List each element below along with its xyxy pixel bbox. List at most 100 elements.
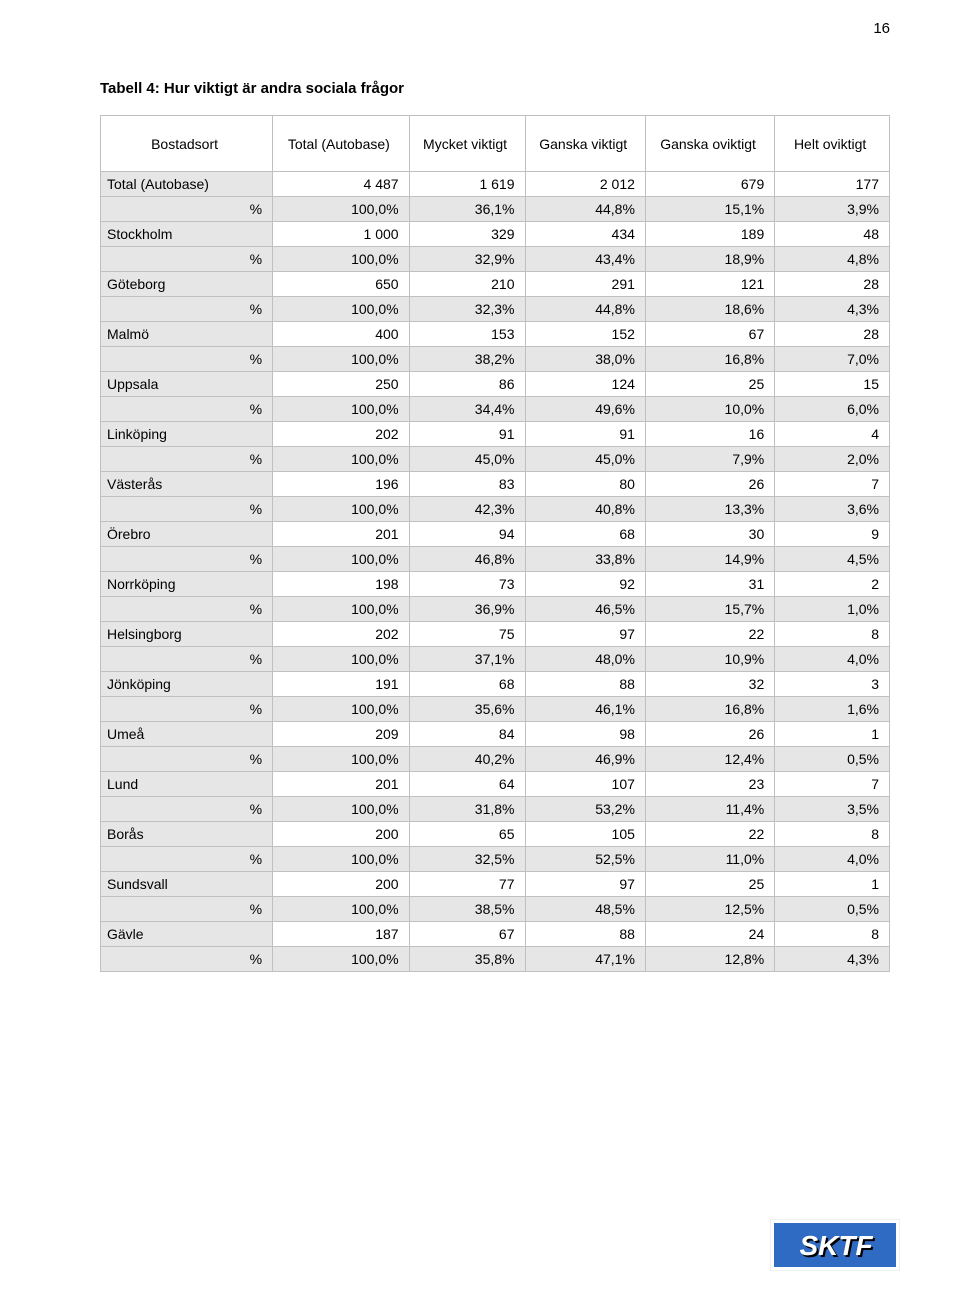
cell-count: 8: [775, 922, 890, 947]
cell-pct: 12,4%: [645, 747, 774, 772]
column-header: Bostadsort: [101, 116, 273, 172]
cell-pct: 46,1%: [525, 697, 645, 722]
cell-count: 202: [273, 422, 409, 447]
cell-count: 7: [775, 472, 890, 497]
cell-count: 201: [273, 772, 409, 797]
pct-marker: %: [101, 247, 273, 272]
cell-count: 98: [525, 722, 645, 747]
pct-marker: %: [101, 197, 273, 222]
svg-text:SKTF: SKTF: [799, 1230, 873, 1261]
cell-pct: 4,3%: [775, 947, 890, 972]
cell-pct: 40,8%: [525, 497, 645, 522]
pct-marker: %: [101, 547, 273, 572]
cell-pct: 7,9%: [645, 447, 774, 472]
cell-count: 31: [645, 572, 774, 597]
cell-count: 68: [409, 672, 525, 697]
column-header: Mycket viktigt: [409, 116, 525, 172]
cell-count: 86: [409, 372, 525, 397]
table-row: Borås20065105228: [101, 822, 890, 847]
cell-count: 201: [273, 522, 409, 547]
cell-count: 97: [525, 622, 645, 647]
cell-count: 48: [775, 222, 890, 247]
cell-count: 202: [273, 622, 409, 647]
cell-count: 105: [525, 822, 645, 847]
cell-pct: 53,2%: [525, 797, 645, 822]
row-label: Göteborg: [101, 272, 273, 297]
cell-count: 67: [409, 922, 525, 947]
table-row-pct: %100,0%36,1%44,8%15,1%3,9%: [101, 197, 890, 222]
table-row-pct: %100,0%36,9%46,5%15,7%1,0%: [101, 597, 890, 622]
cell-pct: 100,0%: [273, 397, 409, 422]
cell-pct: 0,5%: [775, 747, 890, 772]
table-row: Västerås1968380267: [101, 472, 890, 497]
row-label: Sundsvall: [101, 872, 273, 897]
cell-pct: 100,0%: [273, 497, 409, 522]
cell-count: 209: [273, 722, 409, 747]
cell-pct: 32,5%: [409, 847, 525, 872]
cell-pct: 10,0%: [645, 397, 774, 422]
table-row-pct: %100,0%31,8%53,2%11,4%3,5%: [101, 797, 890, 822]
cell-count: 28: [775, 272, 890, 297]
table-row: Helsingborg2027597228: [101, 622, 890, 647]
row-label: Umeå: [101, 722, 273, 747]
column-header: Helt oviktigt: [775, 116, 890, 172]
cell-pct: 32,9%: [409, 247, 525, 272]
cell-count: 64: [409, 772, 525, 797]
cell-count: 107: [525, 772, 645, 797]
cell-count: 177: [775, 172, 890, 197]
pct-marker: %: [101, 497, 273, 522]
cell-pct: 11,4%: [645, 797, 774, 822]
cell-count: 291: [525, 272, 645, 297]
row-label: Lund: [101, 772, 273, 797]
table-row: Linköping2029191164: [101, 422, 890, 447]
table-row-pct: %100,0%38,5%48,5%12,5%0,5%: [101, 897, 890, 922]
cell-count: 22: [645, 822, 774, 847]
sktf-logo: SKTF SKTF: [770, 1219, 900, 1271]
cell-count: 187: [273, 922, 409, 947]
cell-count: 189: [645, 222, 774, 247]
cell-count: 25: [645, 872, 774, 897]
cell-pct: 38,5%: [409, 897, 525, 922]
row-label: Total (Autobase): [101, 172, 273, 197]
cell-count: 88: [525, 922, 645, 947]
pct-marker: %: [101, 297, 273, 322]
cell-pct: 4,0%: [775, 647, 890, 672]
cell-pct: 100,0%: [273, 847, 409, 872]
pct-marker: %: [101, 347, 273, 372]
column-header: Ganska viktigt: [525, 116, 645, 172]
cell-count: 67: [645, 322, 774, 347]
cell-pct: 16,8%: [645, 347, 774, 372]
cell-pct: 12,8%: [645, 947, 774, 972]
cell-count: 196: [273, 472, 409, 497]
cell-count: 9: [775, 522, 890, 547]
cell-pct: 100,0%: [273, 747, 409, 772]
cell-count: 7: [775, 772, 890, 797]
cell-pct: 12,5%: [645, 897, 774, 922]
cell-pct: 10,9%: [645, 647, 774, 672]
row-label: Borås: [101, 822, 273, 847]
cell-count: 153: [409, 322, 525, 347]
row-label: Linköping: [101, 422, 273, 447]
data-table: BostadsortTotal (Autobase) Mycket viktigt…: [100, 115, 890, 972]
cell-pct: 36,9%: [409, 597, 525, 622]
pct-marker: %: [101, 897, 273, 922]
table-row-pct: %100,0%32,3%44,8%18,6%4,3%: [101, 297, 890, 322]
cell-count: 2: [775, 572, 890, 597]
cell-pct: 100,0%: [273, 647, 409, 672]
cell-pct: 100,0%: [273, 347, 409, 372]
cell-count: 8: [775, 622, 890, 647]
cell-pct: 100,0%: [273, 597, 409, 622]
pct-marker: %: [101, 947, 273, 972]
cell-count: 200: [273, 872, 409, 897]
table-row-pct: %100,0%34,4%49,6%10,0%6,0%: [101, 397, 890, 422]
cell-count: 26: [645, 722, 774, 747]
cell-count: 250: [273, 372, 409, 397]
table-row-pct: %100,0%32,5%52,5%11,0%4,0%: [101, 847, 890, 872]
cell-count: 68: [525, 522, 645, 547]
row-label: Jönköping: [101, 672, 273, 697]
cell-pct: 40,2%: [409, 747, 525, 772]
cell-pct: 31,8%: [409, 797, 525, 822]
cell-pct: 42,3%: [409, 497, 525, 522]
cell-pct: 100,0%: [273, 247, 409, 272]
cell-pct: 4,0%: [775, 847, 890, 872]
